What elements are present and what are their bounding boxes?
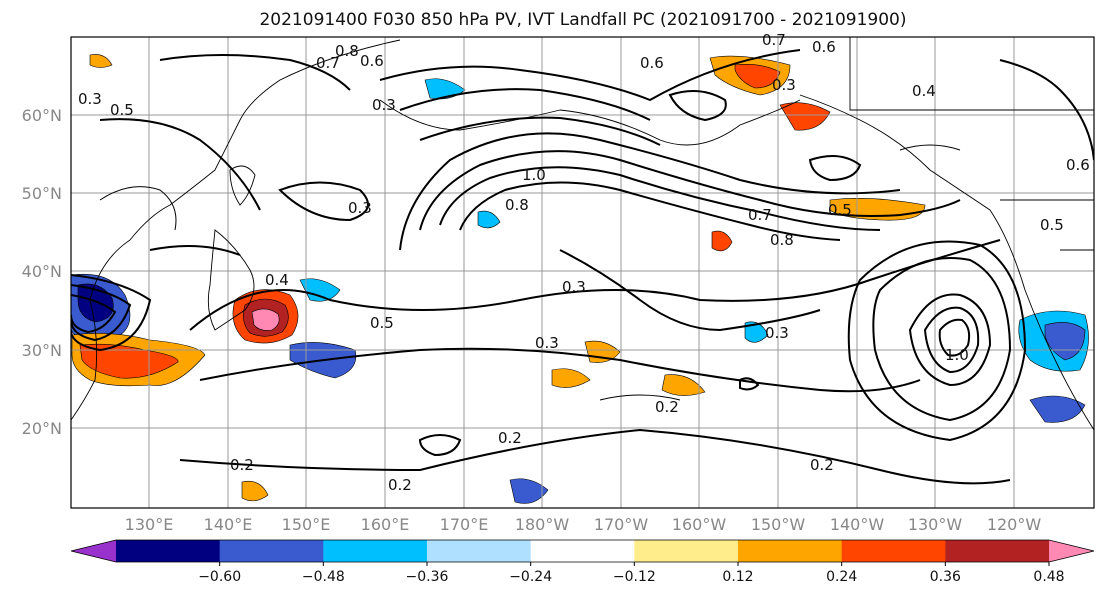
colorbar-outline [70, 539, 1095, 563]
graticule [71, 37, 1094, 508]
colorbar-swatch [634, 540, 739, 562]
lat-label: 30°N [22, 341, 62, 360]
contour-label: 0.2 [655, 398, 679, 416]
contour-label: 0.3 [562, 278, 586, 296]
contour-label: 0.3 [772, 76, 796, 94]
contour-label: 0.2 [810, 456, 834, 474]
positive-anomaly-patch [79, 343, 179, 379]
contour-label: 0.5 [110, 101, 134, 119]
colorbar-swatch [427, 540, 532, 562]
lon-label: 140°W [830, 515, 885, 534]
positive-anomaly-patch [711, 230, 733, 252]
contour-label: 0.6 [1066, 156, 1090, 174]
contour-label: 0.6 [360, 52, 384, 70]
lon-label: 170°W [594, 515, 649, 534]
colorbar-swatch [323, 540, 428, 562]
colorbar-tick-label: −0.24 [509, 569, 552, 585]
colorbar-swatch [738, 540, 843, 562]
colorbar-tick-label: 0.24 [826, 569, 857, 585]
contour-label: 0.3 [765, 324, 789, 342]
colorbar-tick-label: 0.36 [930, 569, 961, 585]
lon-label: 160°W [672, 515, 727, 534]
contour-label: 0.2 [388, 476, 412, 494]
contour-label: 1.0 [945, 346, 969, 364]
lat-label: 20°N [22, 419, 62, 438]
lon-label: 160°E [361, 515, 410, 534]
lat-label: 50°N [22, 184, 62, 203]
lon-label: 140°E [204, 515, 253, 534]
positive-anomaly-patch [89, 54, 113, 68]
contour-label: 0.6 [812, 38, 836, 56]
contour-label: 0.6 [640, 54, 664, 72]
colorbar-tick-label: 0.48 [1033, 569, 1064, 585]
contour-label: 0.2 [230, 456, 254, 474]
map-title: 2021091400 F030 850 hPa PV, IVT Landfall… [259, 10, 906, 30]
colorbar-ticks: −0.60 −0.48 −0.36 −0.24 −0.12 0.12 0.24 0.36 0.4… [198, 562, 1065, 585]
colorbar-swatch [945, 540, 1050, 562]
negative-anomaly-patch [1044, 322, 1086, 361]
negative-anomaly-patch [477, 210, 501, 229]
lon-label: 130°E [125, 515, 174, 534]
contour-label: 0.3 [348, 199, 372, 217]
contour-label: 1.0 [522, 166, 546, 184]
lon-label: 180°W [515, 515, 570, 534]
lon-label: 170°E [440, 515, 489, 534]
contour-label: 0.7 [316, 54, 340, 72]
colorbar-swatch [530, 540, 635, 562]
colorbar [70, 539, 1095, 563]
contour-label: 0.3 [535, 334, 559, 352]
negative-anomaly-patch [744, 321, 769, 343]
thin-contours [99, 144, 961, 401]
colorbar-swatch [841, 540, 946, 562]
negative-anomaly-patch [1029, 395, 1086, 423]
map-frame [70, 36, 1095, 509]
lat-label: 60°N [22, 106, 62, 125]
colorbar-swatch [71, 540, 116, 562]
negative-anomaly-patch [299, 278, 341, 302]
lon-label: 150°W [751, 515, 806, 534]
negative-anomaly-patch [509, 478, 549, 504]
contour-label: 0.3 [78, 90, 102, 108]
contour-label: 0.7 [748, 206, 772, 224]
contour-labels: 0.8 0.7 0.6 0.3 0.5 0.3 0.6 0.8 1.0 0.7 … [78, 31, 1090, 494]
contour-label: 0.4 [265, 271, 289, 289]
colorbar-tick-label: −0.36 [406, 569, 449, 585]
contour-label: 0.8 [505, 196, 529, 214]
positive-anomaly-patch [251, 308, 280, 331]
latitude-labels: 60°N 50°N 40°N 30°N 20°N [22, 106, 62, 438]
colorbar-swatch [1049, 540, 1094, 562]
contour-label: 0.4 [912, 82, 936, 100]
lon-label: 130°W [908, 515, 963, 534]
positive-anomaly-patch [734, 64, 781, 89]
longitude-labels: 130°E 140°E 150°E 160°E 170°E 180°W 170°… [125, 515, 1042, 534]
contour-label: 0.5 [828, 201, 852, 219]
colorbar-tick-label: 0.12 [722, 569, 753, 585]
contour-label: 0.8 [335, 42, 359, 60]
colorbar-tick-label: −0.48 [302, 569, 345, 585]
contour-label: 0.2 [498, 429, 522, 447]
positive-anomaly-patch [241, 481, 269, 502]
colorbar-tick-label: −0.12 [613, 569, 656, 585]
contour-label: 0.8 [770, 231, 794, 249]
positive-anomaly-patch [661, 374, 706, 396]
contour-label: 0.7 [762, 31, 786, 49]
lon-label: 150°E [282, 515, 331, 534]
contour-label: 0.3 [372, 96, 396, 114]
positive-anomaly-patch [779, 102, 831, 131]
contour-label: 0.5 [370, 314, 394, 332]
positive-anomaly-patch [551, 368, 591, 388]
pv-contours [71, 49, 1094, 485]
colorbar-swatch [116, 540, 221, 562]
negative-anomaly-patch [77, 283, 114, 323]
contour-label: 0.5 [1040, 216, 1064, 234]
colorbar-swatch [219, 540, 324, 562]
lat-label: 40°N [22, 262, 62, 281]
lon-label: 120°W [987, 515, 1042, 534]
colorbar-tick-label: −0.60 [198, 569, 241, 585]
map-panel: 0.8 0.7 0.6 0.3 0.5 0.3 0.6 0.8 1.0 0.7 … [70, 31, 1095, 509]
